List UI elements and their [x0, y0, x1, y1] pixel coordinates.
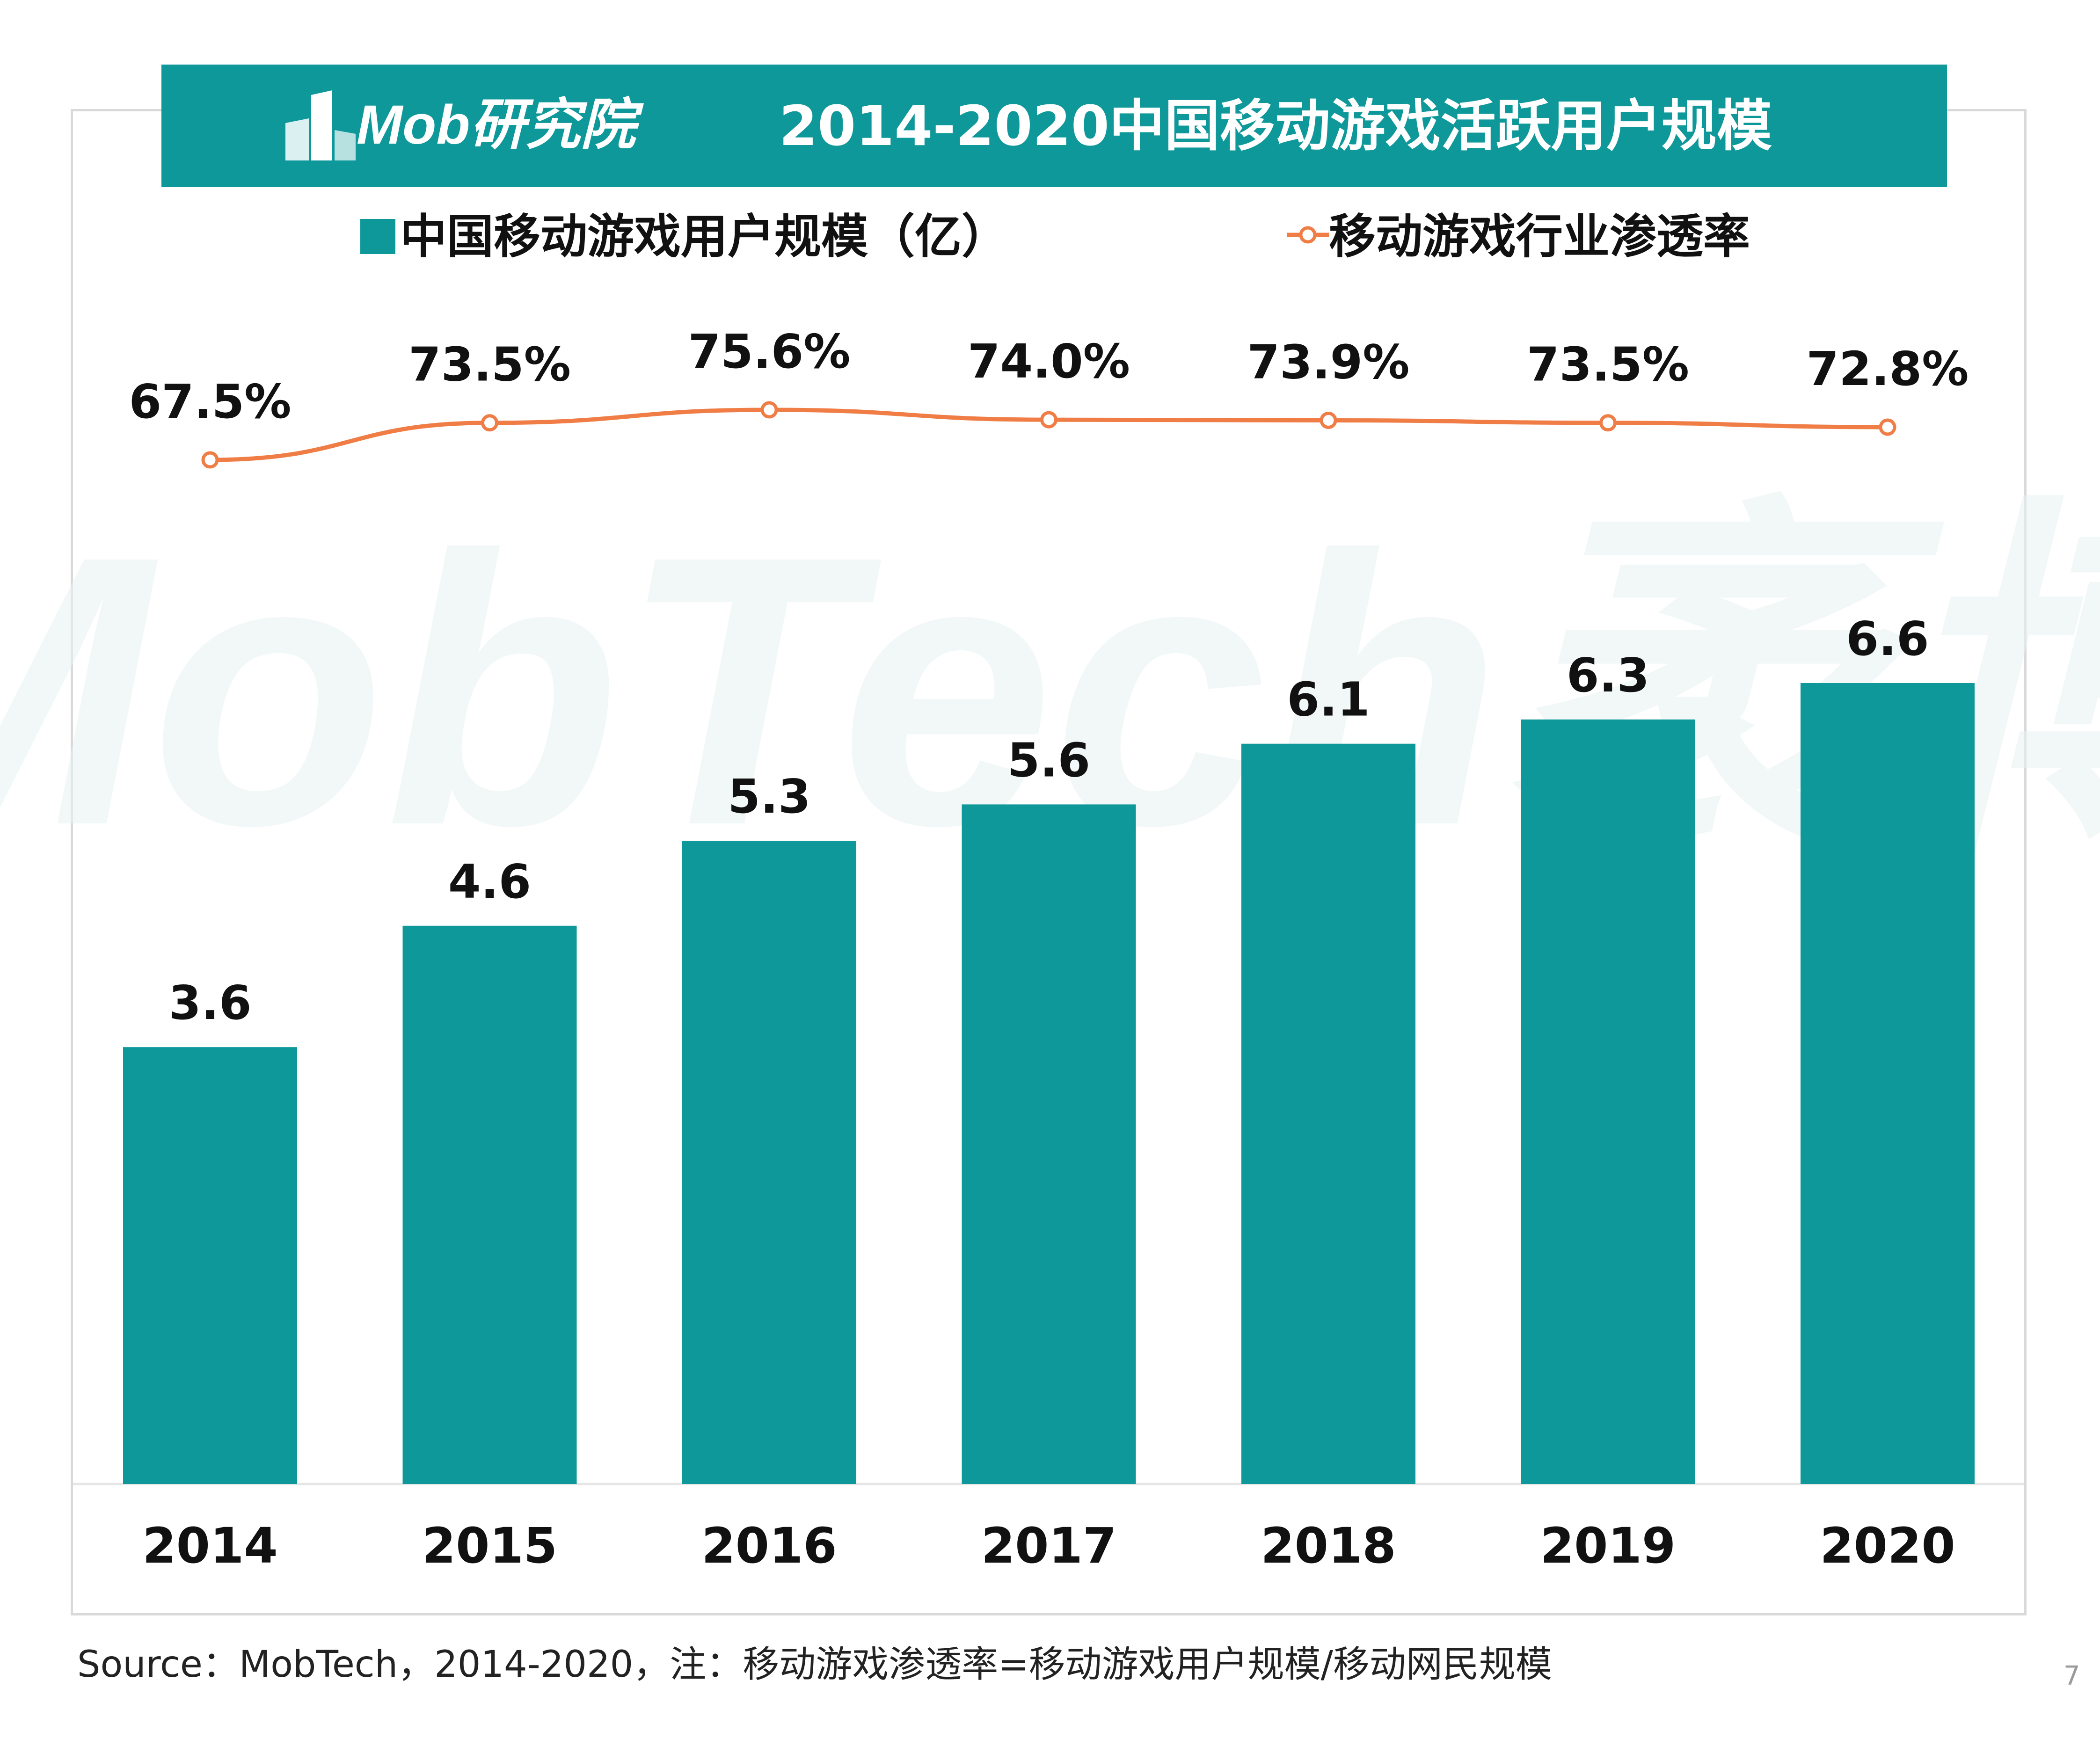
logo-text: Mob研究院: [357, 94, 636, 156]
bar-2020: [1801, 683, 1975, 1484]
legend-bar-swatch: [360, 219, 395, 254]
x-tick-2019: 2019: [1540, 1517, 1676, 1574]
line-point-2017: [1040, 411, 1057, 429]
chart-title: 2014-2020中国移动游戏活跃用户规模: [779, 94, 1772, 158]
bar-label-2015: 4.6: [448, 854, 531, 909]
line-label-2014: 67.5%: [129, 374, 292, 429]
line-point-2015: [481, 414, 498, 432]
x-tick-2017: 2017: [981, 1517, 1116, 1574]
bar-2018: [1241, 743, 1415, 1484]
line-point-2018: [1320, 411, 1337, 429]
legend-line-label: 移动游戏行业渗透率: [1329, 209, 1750, 264]
bar-2017: [962, 804, 1136, 1484]
line-label-2017: 74.0%: [968, 334, 1130, 389]
line-label-2016: 75.6%: [688, 324, 851, 379]
title-banner: Mob研究院 2014-2020中国移动游戏活跃用户规模: [161, 65, 1947, 187]
legend-bar-label: 中国移动游戏用户规模（亿）: [400, 209, 1008, 264]
line-label-2015: 73.5%: [408, 337, 571, 392]
line-series: 67.5% 73.5% 75.6% 74.0% 73.9% 73.5% 72.8%: [129, 324, 1969, 469]
bar-label-2020: 6.6: [1846, 611, 1929, 666]
legend-line-swatch: [1287, 226, 1329, 244]
line-point-2014: [201, 451, 219, 469]
line-point-2016: [760, 401, 778, 419]
line-label-2018: 73.9%: [1247, 335, 1410, 389]
bar-series: 3.6 4.6 5.3 5.6 6.1 6.3 6.6: [123, 611, 1975, 1484]
line-label-2019: 73.5%: [1527, 337, 1689, 392]
bar-label-2016: 5.3: [728, 769, 810, 824]
bar-2019: [1521, 719, 1695, 1484]
page-number: 7: [2064, 1661, 2080, 1691]
bar-label-2014: 3.6: [168, 975, 251, 1030]
bar-2015: [402, 925, 577, 1484]
source-note: Source：MobTech，2014-2020，注：移动游戏渗透率=移动游戏用…: [77, 1644, 1552, 1686]
x-tick-2018: 2018: [1261, 1517, 1396, 1574]
bar-label-2019: 6.3: [1567, 648, 1649, 703]
x-tick-2020: 2020: [1820, 1517, 1955, 1574]
x-tick-2016: 2016: [701, 1517, 837, 1574]
bar-2016: [682, 841, 856, 1484]
mob-logo: Mob研究院: [276, 79, 650, 172]
line-point-2020: [1879, 418, 1896, 436]
line-label-2020: 72.8%: [1807, 342, 1969, 396]
x-axis-ticks: 2014 2015 2016 2017 2018 2019 2020: [142, 1517, 1955, 1574]
bar-2014: [123, 1047, 297, 1484]
bar-label-2018: 6.1: [1287, 672, 1370, 727]
bar-label-2017: 5.6: [1007, 733, 1090, 787]
x-tick-2015: 2015: [422, 1517, 557, 1574]
x-tick-2014: 2014: [142, 1517, 277, 1574]
line-point-2019: [1599, 414, 1617, 432]
logo-building-icon: [285, 90, 356, 160]
